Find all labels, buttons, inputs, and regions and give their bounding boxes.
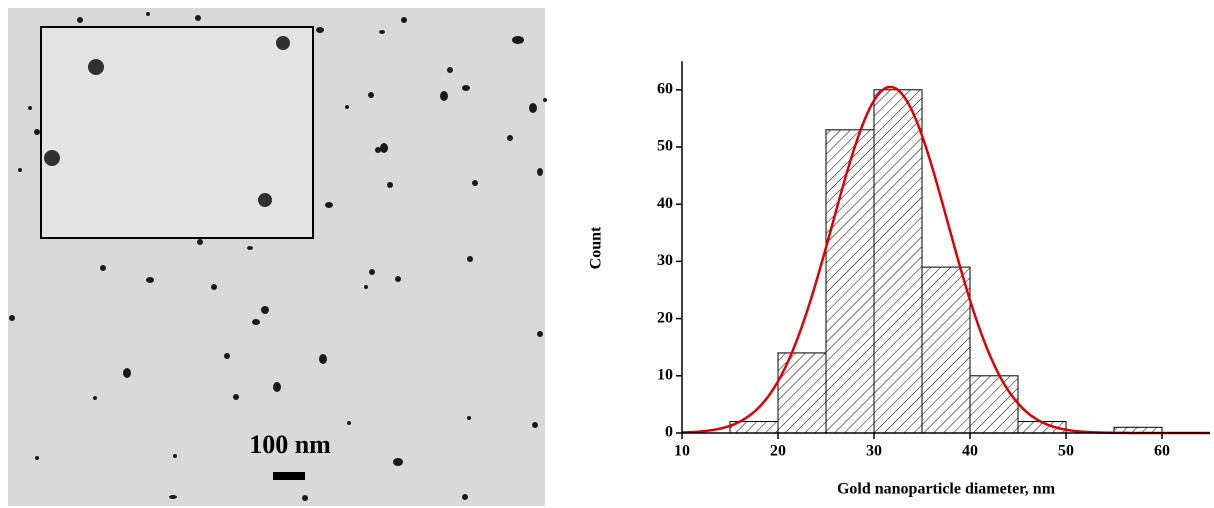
bar (825, 129, 875, 434)
particle (393, 458, 403, 466)
inset-particle (258, 193, 272, 207)
micrograph: 100 nm (8, 8, 547, 506)
particle (100, 265, 106, 271)
particle (467, 256, 473, 262)
y-tick-label: 30 (657, 252, 673, 269)
particle (233, 394, 239, 400)
particle (224, 353, 230, 359)
particle (146, 277, 154, 283)
particle (35, 456, 39, 460)
y-tick-label: 60 (657, 80, 673, 97)
particle (273, 382, 281, 392)
particle (123, 368, 131, 378)
particle (34, 129, 40, 135)
scale-bar (273, 472, 305, 480)
particle (77, 17, 83, 23)
x-tick-label: 10 (674, 443, 690, 460)
particle (395, 276, 401, 282)
y-tick-label: 50 (657, 138, 673, 155)
particle (345, 105, 349, 109)
x-tick-label: 30 (866, 443, 882, 460)
particle (537, 331, 543, 337)
inset-particle (276, 36, 290, 50)
particle (9, 315, 15, 321)
particle (347, 421, 351, 425)
particle (247, 246, 253, 250)
particle (146, 12, 150, 16)
x-tick-label: 60 (1154, 443, 1170, 460)
particle (462, 85, 470, 91)
particle (537, 168, 543, 176)
particle (93, 396, 97, 400)
x-tick-label: 50 (1058, 443, 1074, 460)
particle (387, 182, 393, 188)
inset (40, 26, 314, 239)
y-tick-label: 40 (657, 195, 673, 212)
particle (543, 98, 547, 102)
particle (447, 67, 453, 73)
particle (472, 180, 478, 186)
particle (507, 135, 513, 141)
particle (261, 306, 269, 314)
particle (512, 36, 524, 44)
x-axis-label: Gold nanoparticle diameter, nm (837, 481, 1056, 498)
particle (319, 354, 327, 364)
y-tick-label: 10 (657, 366, 673, 383)
particle (211, 284, 217, 290)
particle (28, 106, 32, 110)
particle (173, 454, 177, 458)
particle (529, 103, 537, 113)
scale-bar-label: 100 nm (249, 430, 331, 459)
particle (401, 17, 407, 23)
particles (9, 12, 547, 501)
particle (302, 495, 308, 501)
particle (369, 269, 375, 275)
y-axis-label: Count (588, 226, 605, 269)
particle (18, 168, 22, 172)
bar (969, 375, 1019, 434)
particle (375, 147, 381, 153)
particle (462, 494, 468, 500)
particle (316, 27, 324, 33)
bar (873, 89, 923, 434)
particle (380, 143, 388, 153)
particle (169, 495, 177, 499)
particle (440, 91, 448, 101)
particle (197, 239, 203, 245)
particle (532, 422, 538, 428)
particle (379, 30, 385, 34)
bar (921, 266, 971, 434)
particle (252, 319, 260, 325)
y-tick-label: 0 (665, 424, 673, 441)
particle (325, 202, 333, 208)
particle (195, 15, 201, 21)
x-tick-label: 40 (962, 443, 978, 460)
y-tick-label: 20 (657, 309, 673, 326)
particle (368, 92, 374, 98)
x-tick-label: 20 (770, 443, 786, 460)
inset-particle (88, 59, 104, 75)
inset-particles (44, 36, 290, 207)
particle (364, 285, 368, 289)
particle (467, 416, 471, 420)
inset-particle (44, 150, 60, 166)
